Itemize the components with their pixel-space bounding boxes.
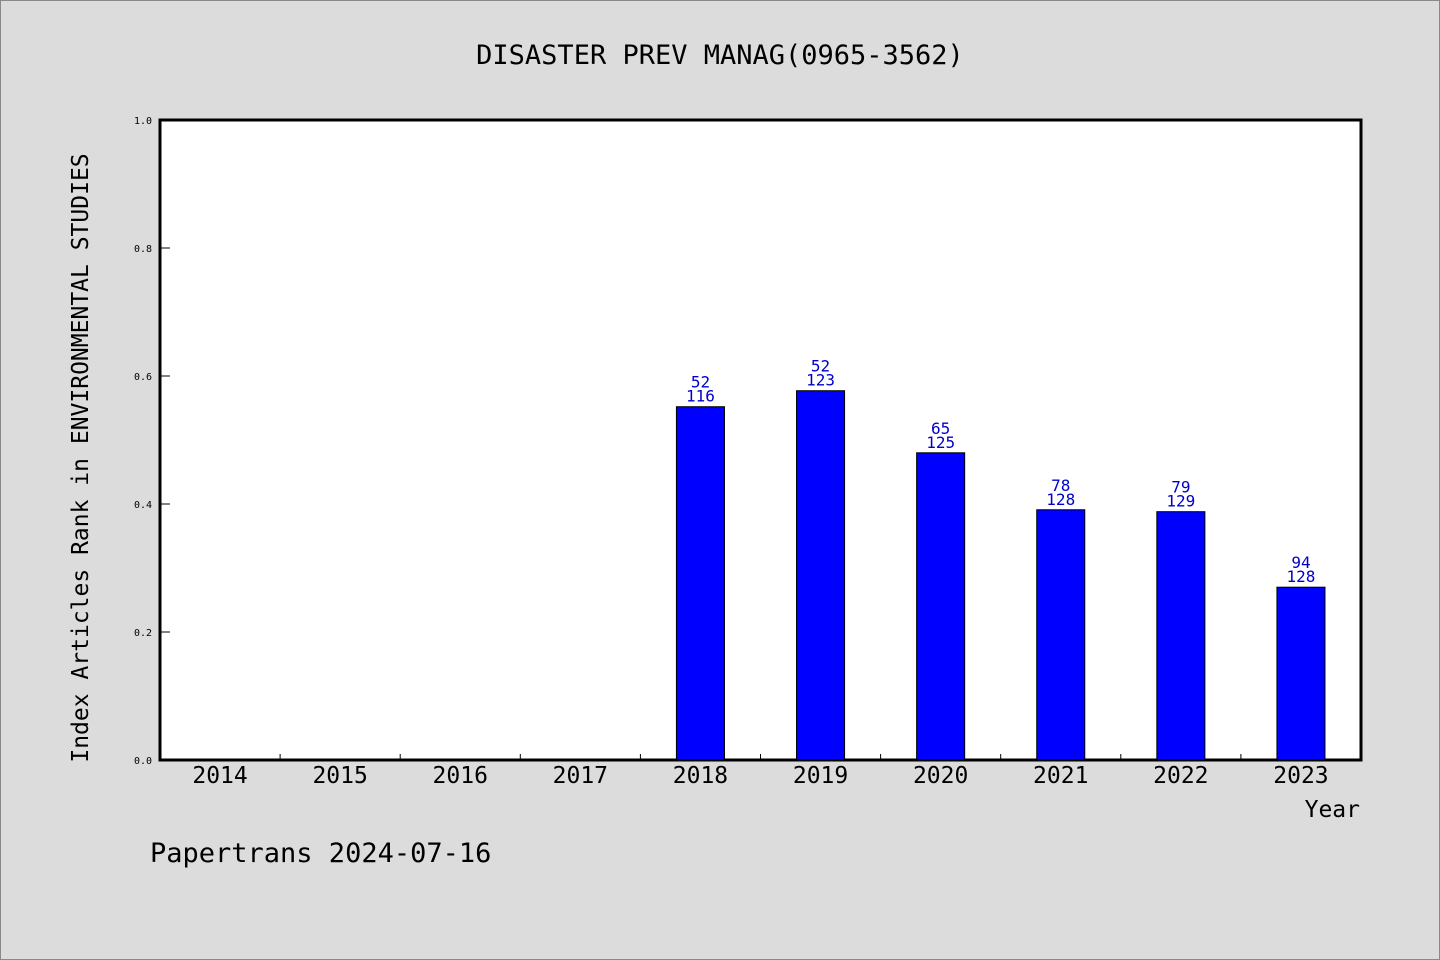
rank-label-2019: 52 (811, 357, 830, 376)
x-tick-label-2018: 2018 (673, 763, 728, 789)
x-tick-label-2022: 2022 (1153, 763, 1208, 789)
total-label-2019: 123 (806, 371, 835, 390)
total-label-2022: 129 (1166, 492, 1195, 511)
x-tick-label-2021: 2021 (1033, 763, 1088, 789)
y-tick-label-4: 0.8 (134, 244, 152, 255)
y-axis-ticks: 0.0 0.2 0.4 0.6 0.8 1.0 (134, 116, 170, 767)
rank-label-2021: 78 (1051, 476, 1070, 495)
total-label-2018: 116 (686, 387, 715, 406)
x-tick-label-2015: 2015 (312, 763, 367, 789)
bars-group (675, 390, 1326, 761)
y-tick-label-2: 0.4 (134, 500, 152, 511)
x-tick-label-2019: 2019 (793, 763, 848, 789)
x-axis-label: Year (1305, 797, 1360, 823)
y-axis-label: Index Articles Rank in ENVIRONMENTAL STU… (68, 153, 94, 762)
total-label-2023: 128 (1286, 567, 1315, 586)
footer-text: Papertrans 2024-07-16 (150, 838, 491, 869)
y-tick-label-3: 0.6 (134, 372, 152, 383)
x-tick-label-2023: 2023 (1273, 763, 1328, 789)
rank-label-2018: 52 (691, 373, 710, 392)
chart-title: DISASTER PREV MANAG(0965-3562) (476, 40, 964, 71)
rank-label-2022: 79 (1171, 478, 1190, 497)
bar-2022 (1156, 511, 1206, 761)
x-tick-label-2020: 2020 (913, 763, 968, 789)
y-tick-label-5: 1.0 (134, 116, 152, 127)
y-tick-label-1: 0.2 (134, 628, 152, 639)
y-tick-label-0: 0.0 (134, 756, 152, 767)
total-label-2021: 128 (1046, 490, 1075, 509)
x-tick-label-2017: 2017 (553, 763, 608, 789)
rank-label-2023: 94 (1291, 553, 1310, 572)
bar-2018 (675, 406, 725, 761)
bar-2023 (1276, 586, 1326, 761)
x-axis-ticks: 2014 2015 2016 2017 2018 2019 2020 2021 2022 2023 (192, 754, 1329, 789)
bar-2020 (916, 452, 966, 761)
bar-2019 (796, 390, 846, 761)
x-tick-label-2016: 2016 (433, 763, 488, 789)
x-tick-label-2014: 2014 (192, 763, 247, 789)
total-label-2020: 125 (926, 433, 955, 452)
bar-2021 (1036, 509, 1086, 761)
rank-label-2020: 65 (931, 419, 950, 438)
